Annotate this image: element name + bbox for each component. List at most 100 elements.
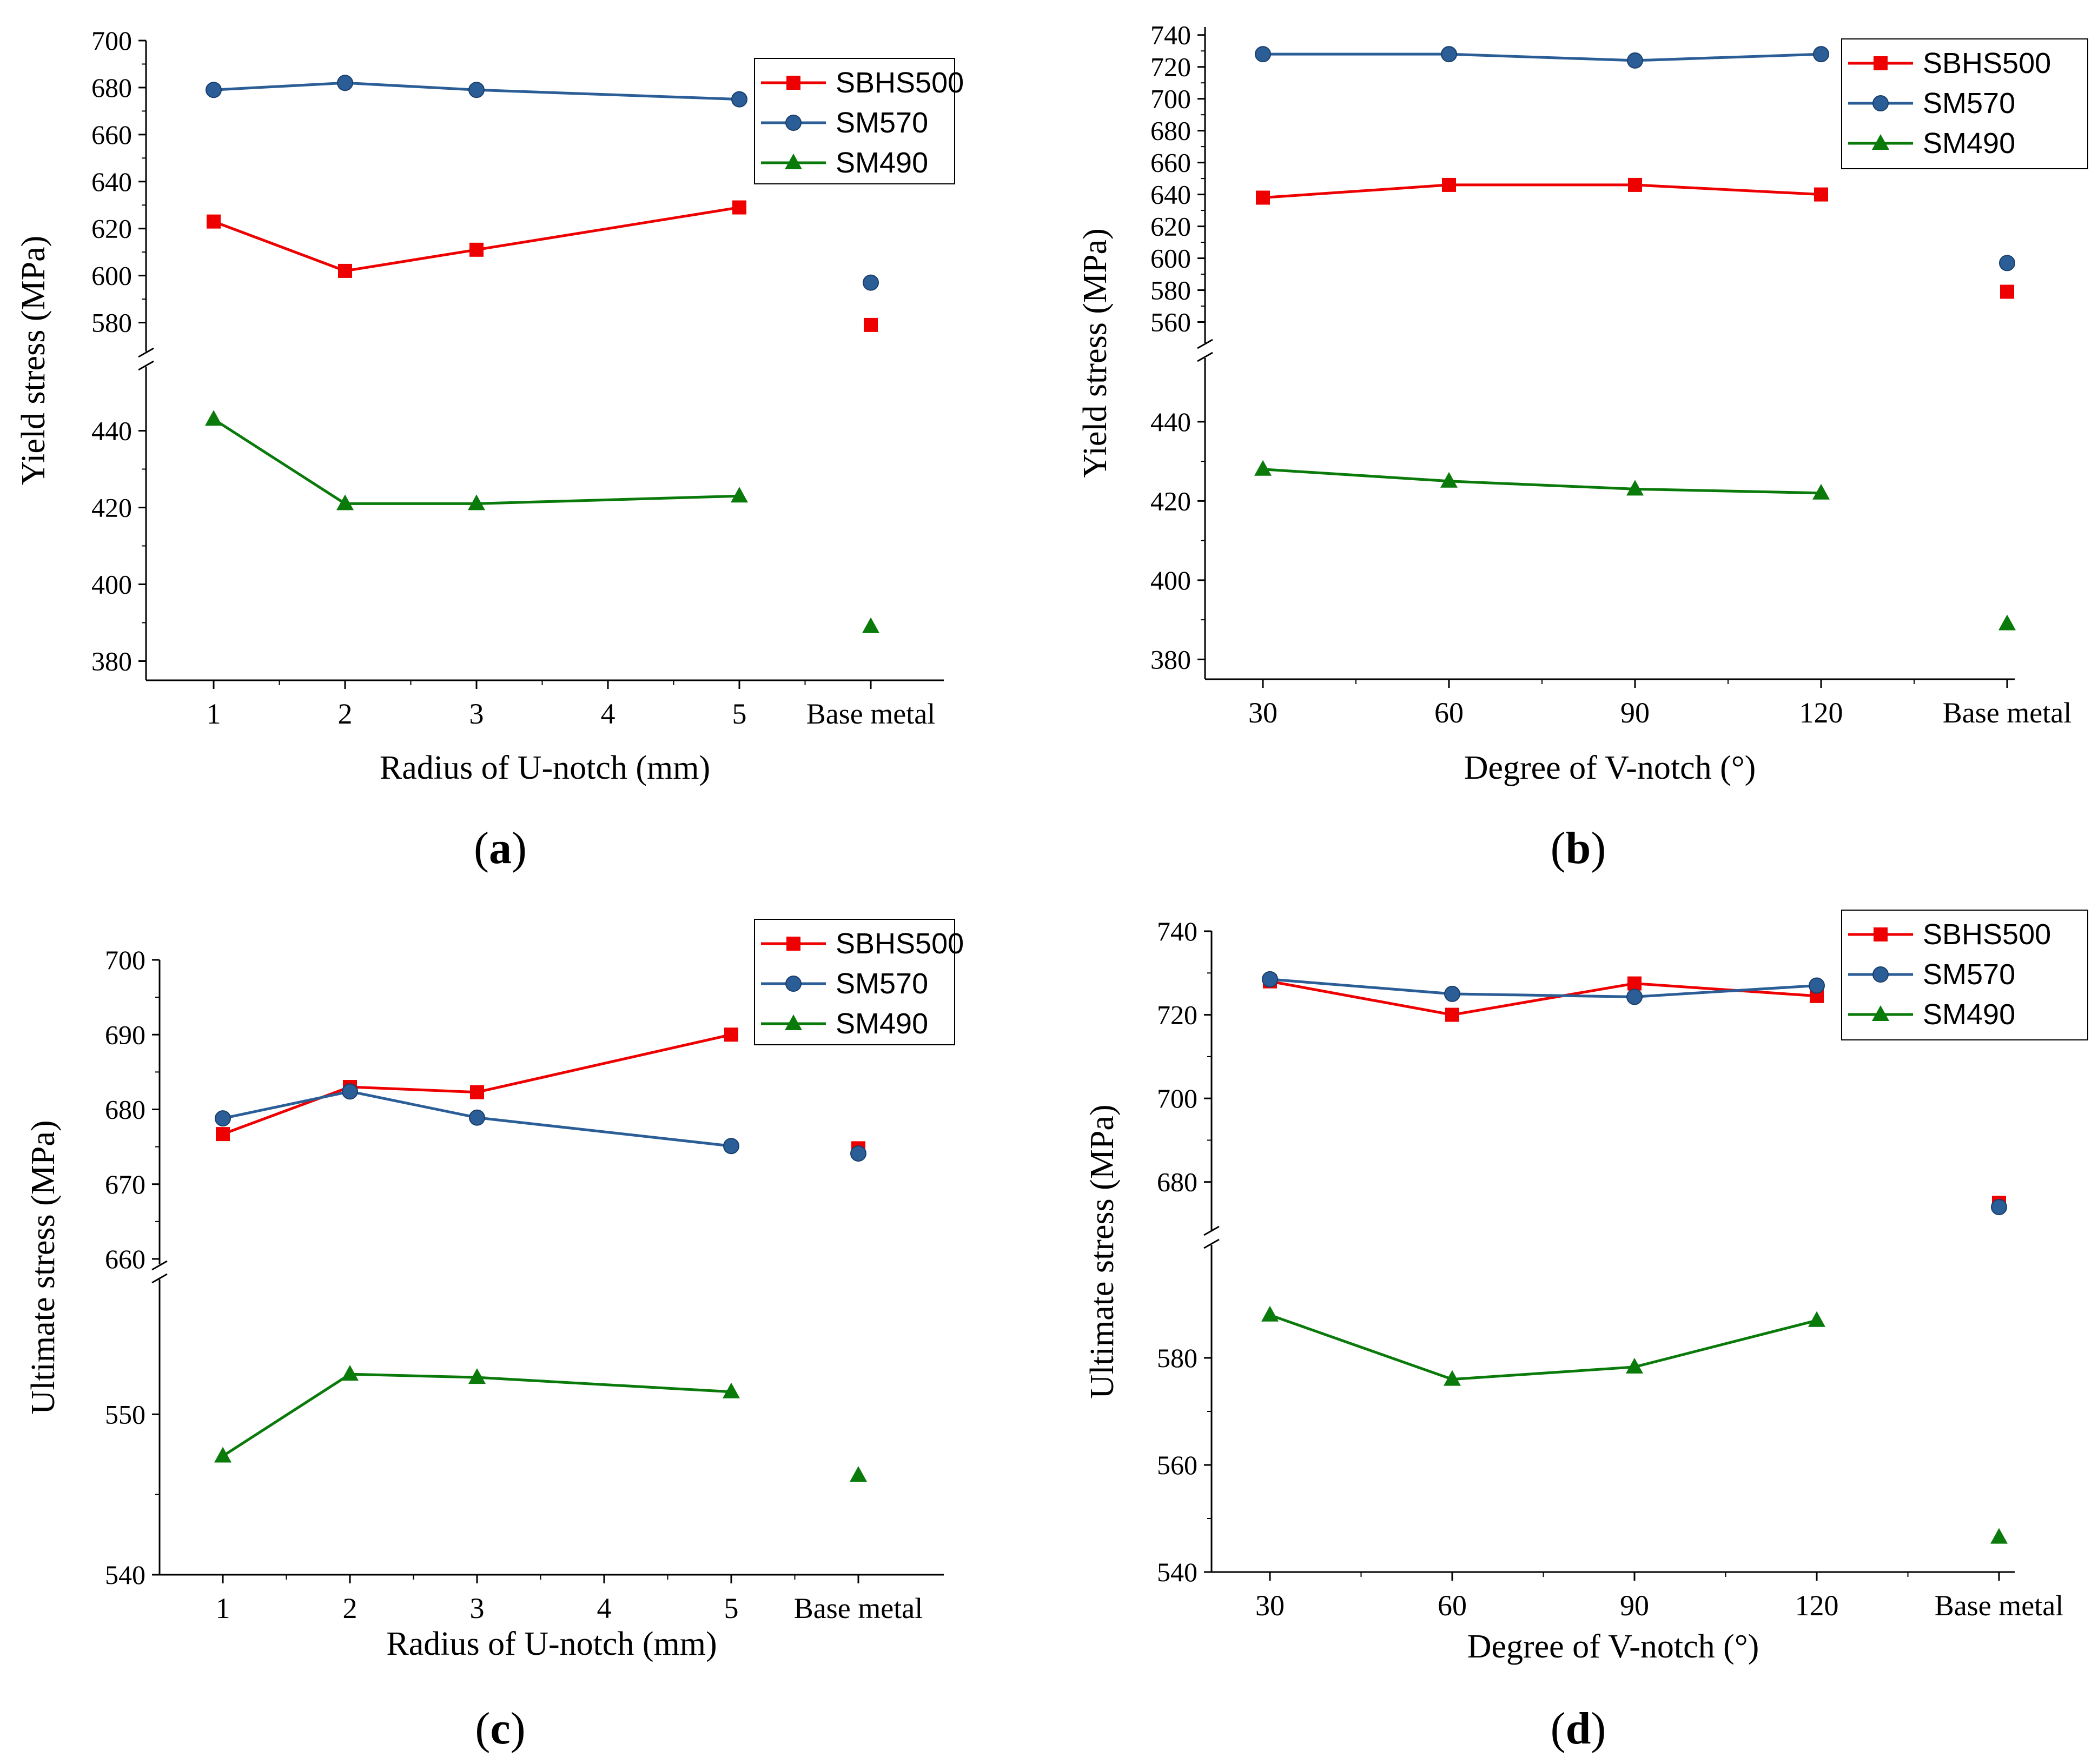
data-point-sbhs500 — [732, 200, 746, 215]
x-tick-label: 5 — [732, 698, 747, 730]
legend-marker — [786, 937, 800, 951]
data-point-sm490 — [468, 494, 485, 510]
data-point-sm570 — [468, 82, 485, 98]
x-tick-label: 30 — [1255, 1589, 1285, 1622]
series-line-sbhs500 — [1269, 980, 1817, 1017]
x-tick-label: 1 — [207, 698, 221, 730]
y-tick-label: 700 — [1150, 84, 1191, 114]
y-tick-label: 400 — [91, 569, 132, 600]
data-point-sm490 — [731, 487, 748, 503]
x-tick-label: 2 — [338, 698, 353, 730]
chart-a: 580 600 620 640 660 680 700 380 400 420 440 1 2 3 4 5 Ba… — [15, 25, 964, 786]
data-point-sm490 — [336, 494, 354, 510]
series-line-sm490 — [1262, 468, 1822, 495]
y-tick-label: 550 — [105, 1399, 145, 1429]
y-tick-label: 400 — [1150, 565, 1191, 595]
data-point-sm490 — [214, 1447, 231, 1463]
data-point-sm570 — [206, 82, 222, 98]
legend-label: SBHS500 — [836, 67, 964, 99]
data-point-sbhs500 — [1445, 1007, 1459, 1022]
legend-marker — [785, 154, 802, 169]
series-line-sm490 — [1269, 1314, 1817, 1381]
y-tick-label: 700 — [105, 945, 145, 975]
legend-marker — [1872, 966, 1889, 983]
data-point-sm490 — [341, 1365, 359, 1381]
y-tick-label: 380 — [91, 646, 132, 677]
series-line-sbhs500 — [222, 1033, 732, 1136]
data-point-sm570 — [337, 75, 353, 91]
y-axis-title: Ultimate stress (MPa) — [25, 1120, 62, 1414]
data-point-sbhs500 — [1442, 177, 1456, 192]
panel-label-b: (b) — [1550, 823, 1606, 873]
y-tick-label: 580 — [91, 308, 132, 338]
data-point-sm570 — [1627, 52, 1643, 69]
data-point-sbhs500 — [724, 1027, 738, 1042]
base-metal-point-sbhs500 — [864, 317, 878, 332]
y-tick-label: 690 — [105, 1019, 145, 1050]
data-point-sm490 — [1254, 460, 1272, 476]
data-point-sbhs500 — [470, 1085, 484, 1099]
y-tick-label: 620 — [91, 214, 132, 244]
legend-label: SM570 — [836, 107, 928, 139]
base-metal-point-sm570 — [850, 1145, 866, 1162]
data-point-sbhs500 — [1814, 187, 1828, 202]
base-metal-point-sm570 — [1991, 1199, 2007, 1216]
x-tick-label: 120 — [1795, 1589, 1839, 1622]
axis-break-mark — [1203, 1238, 1220, 1249]
chart-d: 680 700 720 740 540 560 580 30 60 90 120 Base metal… — [1084, 910, 2088, 1665]
axis-break-mark — [1197, 339, 1213, 349]
axis-break-mark — [1203, 1225, 1220, 1236]
legend-marker — [1872, 95, 1889, 111]
x-tick-label: Base metal — [794, 1592, 923, 1624]
data-point-sm490 — [1812, 483, 1830, 500]
y-tick-label: 660 — [105, 1244, 145, 1274]
y-tick-label: 680 — [105, 1095, 145, 1125]
y-tick-label: 640 — [1150, 180, 1191, 210]
y-axis-title: Yield stress (MPa) — [1077, 228, 1114, 478]
legend-label: SM570 — [836, 967, 928, 1000]
legend-label: SBHS500 — [1923, 918, 2051, 951]
x-tick-label: Base metal — [1935, 1589, 2063, 1622]
data-point-sbhs500 — [1627, 976, 1642, 991]
data-point-sm490 — [1808, 1311, 1825, 1327]
x-tick-label: 2 — [343, 1592, 358, 1624]
data-point-sm570 — [469, 1109, 485, 1126]
data-point-sm570 — [215, 1110, 231, 1127]
panel-label-a: (a) — [474, 823, 527, 873]
data-point-sm570 — [1813, 46, 1829, 63]
panel-label-d: (d) — [1550, 1703, 1606, 1754]
legend-marker — [1872, 1005, 1889, 1021]
y-tick-label: 680 — [1157, 1167, 1197, 1197]
legend-marker — [785, 976, 802, 992]
x-tick-label: 120 — [1799, 697, 1843, 729]
base-metal-point-sm490 — [1998, 614, 2016, 631]
series-line-sbhs500 — [213, 206, 740, 273]
x-tick-label: 3 — [469, 698, 484, 730]
legend-marker — [786, 76, 800, 90]
legend-marker — [1874, 927, 1888, 941]
axis-break-mark — [1197, 352, 1213, 362]
data-point-sbhs500 — [207, 214, 221, 229]
series-line-sbhs500 — [1262, 183, 1822, 200]
base-metal-point-sbhs500 — [2000, 284, 2014, 299]
data-point-sm570 — [1626, 989, 1643, 1005]
series-line-sm570 — [222, 1090, 732, 1148]
legend-label: SM570 — [1923, 958, 2015, 991]
y-tick-label: 740 — [1150, 20, 1191, 50]
x-axis-title: Degree of V-notch (°) — [1464, 750, 1756, 786]
data-point-sbhs500 — [216, 1127, 230, 1142]
x-axis-title: Radius of U-notch (mm) — [380, 750, 710, 786]
x-tick-label: 30 — [1248, 697, 1278, 729]
axis-break-mark — [138, 347, 154, 358]
legend-label: SBHS500 — [836, 927, 964, 960]
y-tick-label: 670 — [105, 1169, 145, 1199]
y-tick-label: 580 — [1150, 275, 1191, 306]
data-point-sm490 — [1440, 472, 1458, 488]
x-tick-label: 4 — [601, 698, 615, 730]
data-point-sm490 — [468, 1368, 486, 1384]
panel-label-c: (c) — [475, 1703, 526, 1754]
data-point-sbhs500 — [1256, 190, 1270, 205]
base-metal-point-sm570 — [863, 274, 879, 291]
